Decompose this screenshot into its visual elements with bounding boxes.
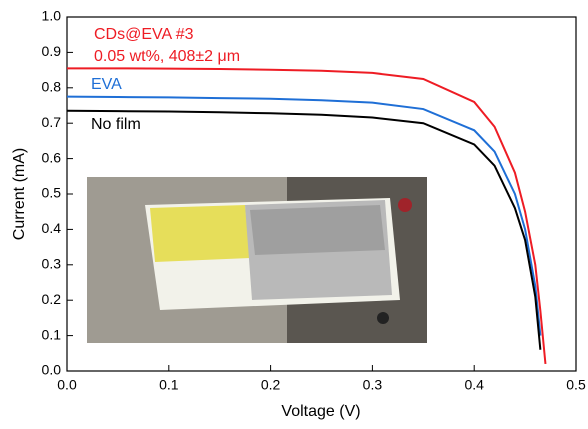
x-axis-label: Voltage (V) (281, 403, 360, 420)
y-tick-label: 0.9 (42, 43, 62, 59)
y-tick-label: 0.0 (42, 362, 62, 378)
y-tick-label: 0.8 (42, 79, 62, 95)
x-tick-label: 0.1 (159, 377, 179, 393)
x-tick-label: 0.2 (261, 377, 281, 393)
series-line (67, 67, 547, 365)
y-tick-label: 0.4 (42, 220, 62, 236)
y-tick-label: 0.7 (42, 114, 62, 130)
series-label: EVA (91, 76, 122, 93)
y-axis-label: Current (mA) (11, 148, 28, 240)
y-tick-label: 0.2 (42, 291, 62, 307)
x-tick-label: 0.3 (363, 377, 383, 393)
annotation: 0.05 wt%, 408±2 μm (94, 48, 240, 65)
x-tick-label: 0.5 (566, 377, 586, 393)
y-tick-label: 0.6 (42, 149, 62, 165)
y-tick-label: 0.3 (42, 256, 62, 272)
y-tick-label: 1.0 (42, 8, 62, 24)
series-label: No film (91, 116, 141, 133)
x-tick-label: 0.4 (464, 377, 484, 393)
series-line (66, 109, 542, 350)
series-label: CDs@EVA #3 (94, 26, 194, 43)
y-tick-label: 0.5 (42, 185, 62, 201)
y-tick-label: 0.1 (42, 326, 62, 342)
series-line (66, 95, 542, 336)
inset-photo (87, 177, 427, 343)
x-tick-label: 0.0 (57, 377, 77, 393)
